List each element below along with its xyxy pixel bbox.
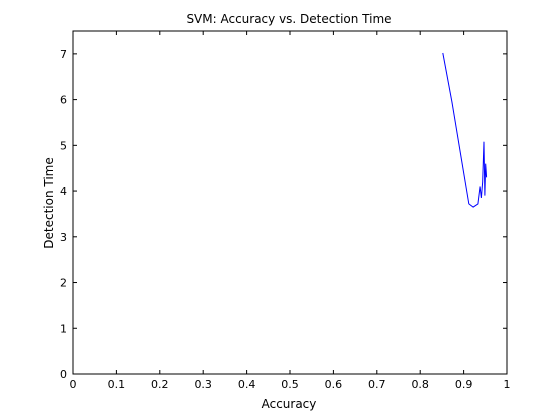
y-tick-label: 7 <box>60 48 67 61</box>
series-group <box>442 52 488 208</box>
x-tick-label: 0.1 <box>108 378 126 391</box>
x-tick-label: 0.2 <box>151 378 169 391</box>
x-tick-label: 0.6 <box>325 378 343 391</box>
y-tick-label: 4 <box>60 185 67 198</box>
y-tick-label: 0 <box>60 368 67 381</box>
chart-title: SVM: Accuracy vs. Detection Time <box>186 12 391 26</box>
x-tick-label: 0.5 <box>281 378 299 391</box>
series-line <box>442 52 488 208</box>
y-tick-label: 6 <box>60 94 67 107</box>
x-tick-label: 0.9 <box>455 378 473 391</box>
y-tick-label: 2 <box>60 277 67 290</box>
x-axis-label: Accuracy <box>262 397 317 411</box>
y-tick-label: 5 <box>60 139 67 152</box>
y-ticks: 0 1 2 3 4 5 6 7 <box>60 48 507 381</box>
x-tick-label: 1 <box>504 378 511 391</box>
y-axis-label: Detection Time <box>42 157 56 248</box>
plot-area <box>72 30 508 375</box>
y-tick-label: 3 <box>60 231 67 244</box>
y-tick-label: 1 <box>60 322 67 335</box>
x-tick-label: 0.4 <box>238 378 256 391</box>
x-tick-label: 0.3 <box>194 378 212 391</box>
x-ticks: 0 0.1 0.2 0.3 0.4 0.5 0.6 0.7 0.8 0.9 1 <box>70 31 511 391</box>
x-tick-label: 0.8 <box>411 378 429 391</box>
x-tick-label: 0 <box>70 378 77 391</box>
x-tick-label: 0.7 <box>368 378 386 391</box>
